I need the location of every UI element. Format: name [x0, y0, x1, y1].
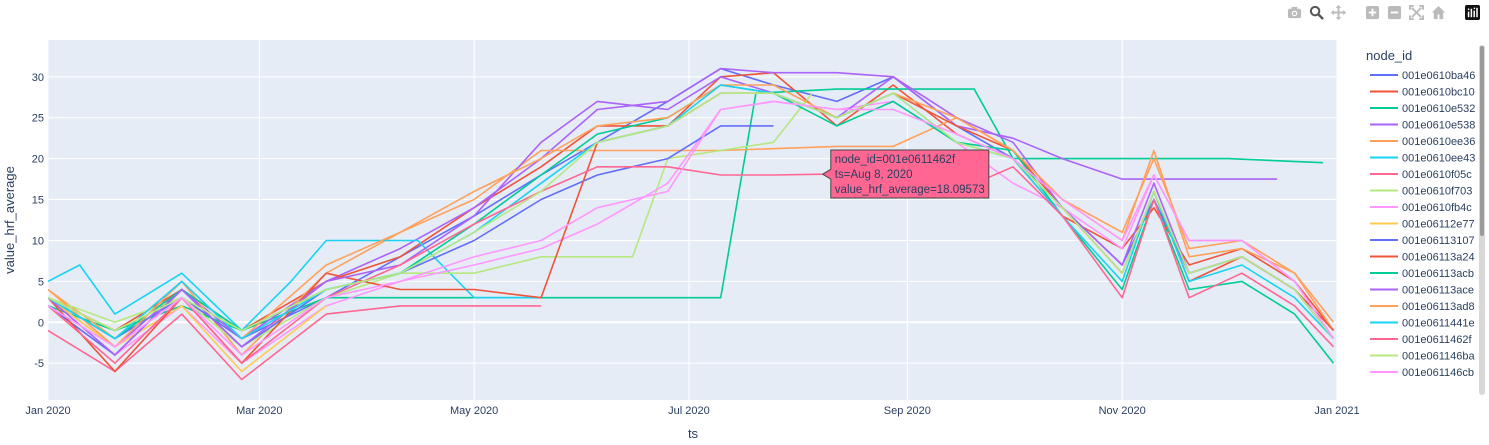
- x-tick-label: Mar 2020: [236, 405, 282, 417]
- legend-label: 001e0610fb4c: [1402, 202, 1472, 214]
- legend-item[interactable]: 001e0611441e: [1370, 318, 1475, 330]
- zoom-out-icon[interactable]: [1385, 3, 1403, 21]
- legend-label: 001e061146ba: [1402, 351, 1475, 363]
- y-tick-label: 30: [32, 72, 44, 84]
- legend-item[interactable]: 001e0611462f: [1370, 334, 1472, 346]
- legend-label: 001e0611441e: [1402, 318, 1475, 330]
- legend-label: 001e0610f05c: [1402, 169, 1472, 181]
- zoom-icon[interactable]: [1307, 3, 1325, 21]
- legend-item[interactable]: 001e0610bc10: [1370, 87, 1475, 99]
- x-tick-label: Jan 2021: [1314, 405, 1359, 417]
- legend-label: 001e0610ee43: [1402, 153, 1475, 165]
- legend-label: 001e0610ba46: [1402, 70, 1475, 82]
- series-line-001e0610f05c[interactable]: [48, 305, 542, 381]
- gridlines: [47, 40, 1338, 400]
- x-tick-label: Jul 2020: [668, 405, 710, 417]
- legend-item[interactable]: 001e061146cb: [1370, 367, 1474, 379]
- tooltip-line: node_id=001e0611462f: [835, 154, 956, 166]
- legend-scrollbar-handle[interactable]: [1480, 46, 1484, 236]
- tooltip-line: value_hrf_average=18.09573: [835, 184, 985, 196]
- x-tick-label: Jan 2020: [25, 405, 70, 417]
- legend-label: 001e0610f703: [1402, 186, 1472, 198]
- x-tick-label: May 2020: [450, 405, 498, 417]
- series-line-001e06112e77[interactable]: [48, 297, 327, 373]
- series-line-001e0610ee43[interactable]: [48, 239, 542, 332]
- x-tick-label: Nov 2020: [1099, 405, 1146, 417]
- legend: node_id 001e0610ba46001e0610bc10001e0610…: [1366, 45, 1485, 395]
- legend-title: node_id: [1366, 48, 1412, 63]
- home-icon[interactable]: [1429, 3, 1447, 21]
- legend-label: 001e06113a24: [1402, 252, 1475, 264]
- tooltip-box: [821, 149, 990, 199]
- legend-label: 001e0611462f: [1402, 334, 1472, 346]
- y-tick-label: 20: [32, 154, 44, 166]
- y-axis-tick-labels: -5 0 5 10 15 20 25 30: [32, 72, 44, 370]
- legend-label: 001e06113acb: [1402, 268, 1474, 280]
- y-tick-label: 25: [32, 113, 44, 125]
- series-line-001e0611462f[interactable]: [48, 166, 1335, 364]
- legend-item[interactable]: 001e06113107: [1370, 235, 1475, 247]
- legend-items: 001e0610ba46 001e0610bc10 001e0610e532 001e…: [1370, 70, 1475, 379]
- legend-item[interactable]: 001e0610f703: [1370, 186, 1472, 198]
- autoscale-icon[interactable]: [1407, 3, 1425, 21]
- y-tick-label: 10: [32, 235, 44, 247]
- series-line-001e061146cb[interactable]: [48, 100, 1335, 356]
- legend-item[interactable]: 001e06113ad8: [1370, 301, 1475, 313]
- legend-label: 001e06113ad8: [1402, 301, 1475, 313]
- legend-label: 001e0610ee36: [1402, 136, 1475, 148]
- legend-item[interactable]: 001e0610e532: [1370, 103, 1475, 115]
- legend-item[interactable]: 001e06113acb: [1370, 268, 1474, 280]
- y-tick-label: 0: [38, 317, 44, 329]
- zoom-in-icon[interactable]: [1363, 3, 1381, 21]
- y-axis-title: value_hrf_average: [2, 166, 17, 274]
- camera-icon[interactable]: [1285, 3, 1303, 21]
- pan-icon[interactable]: [1329, 3, 1347, 21]
- plotly-logo-icon[interactable]: [1463, 3, 1481, 21]
- legend-item[interactable]: 001e061146ba: [1370, 351, 1475, 363]
- tooltip-line: ts=Aug 8, 2020: [835, 169, 913, 181]
- series-line-001e061146ba[interactable]: [48, 92, 1335, 340]
- legend-label: 001e0610bc10: [1402, 87, 1475, 99]
- y-tick-label: 5: [38, 276, 44, 288]
- legend-item[interactable]: 001e06113ace: [1370, 285, 1474, 297]
- series-line-001e06113ad8[interactable]: [48, 84, 1335, 348]
- legend-item[interactable]: 001e0610ee36: [1370, 136, 1475, 148]
- legend-label: 001e0610e538: [1402, 120, 1475, 132]
- modebar: [1285, 3, 1481, 21]
- legend-item[interactable]: 001e0610fb4c: [1370, 202, 1472, 214]
- legend-item[interactable]: 001e0610ee43: [1370, 153, 1475, 165]
- x-tick-label: Sep 2020: [884, 405, 931, 417]
- legend-item[interactable]: 001e0610e538: [1370, 120, 1475, 132]
- series-line-001e0610e538[interactable]: [48, 67, 1278, 348]
- legend-label: 001e06113ace: [1402, 285, 1474, 297]
- x-axis-tick-labels: Jan 2020 Mar 2020 May 2020 Jul 2020 Sep 2020…: [25, 405, 1359, 417]
- series-lines: [48, 67, 1335, 381]
- x-axis-title: ts: [688, 426, 699, 441]
- y-tick-label: -5: [34, 358, 44, 370]
- legend-item[interactable]: 001e0610f05c: [1370, 169, 1472, 181]
- legend-item[interactable]: 001e0610ba46: [1370, 70, 1475, 82]
- legend-item[interactable]: 001e06113a24: [1370, 252, 1475, 264]
- legend-label: 001e06112e77: [1402, 219, 1475, 231]
- y-tick-label: 15: [32, 195, 44, 207]
- legend-label: 001e06113107: [1402, 235, 1475, 247]
- legend-label: 001e061146cb: [1402, 367, 1474, 379]
- hover-tooltip: node_id=001e0611462f ts=Aug 8, 2020 value_…: [821, 149, 990, 199]
- legend-label: 001e0610e532: [1402, 103, 1475, 115]
- legend-item[interactable]: 001e06112e77: [1370, 219, 1475, 231]
